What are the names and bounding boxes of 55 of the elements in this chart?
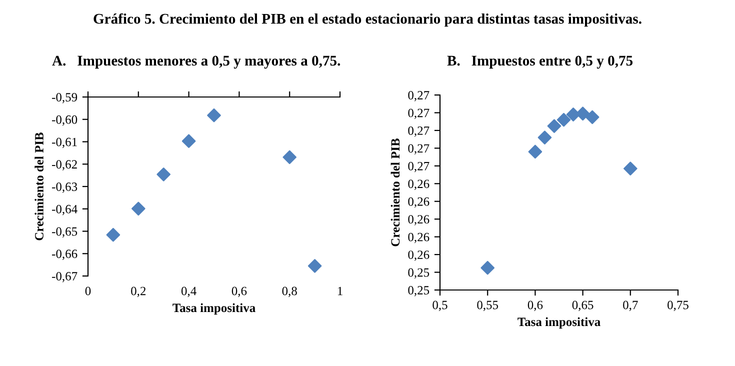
y-tick-label: 0,27 — [408, 162, 430, 172]
x-tick-label: 0,65 — [572, 300, 594, 312]
y-tick-label: 0,26 — [408, 197, 430, 208]
x-tick-label: 0,55 — [477, 300, 498, 312]
y-tick-label: -0,63 — [52, 182, 78, 193]
point — [182, 134, 196, 148]
y-tick-label: 0,26 — [408, 215, 430, 226]
x-tick-label: 1 — [338, 286, 342, 296]
y-tick-label: -0,61 — [52, 138, 77, 148]
point — [585, 110, 600, 124]
chart-title: Gráfico 5. Crecimiento del PIB en el estado estacionario para distintas tasas impositivas. — [94, 13, 642, 27]
y-tick-label: 0,25 — [408, 286, 430, 296]
x-tick-label: 0,2 — [131, 286, 146, 298]
point — [528, 144, 542, 159]
y-axis-title: Crecimiento del PIB — [390, 138, 400, 246]
x-tick-label: 0,75 — [668, 300, 688, 312]
y-tick-label: 0,27 — [408, 126, 430, 137]
y-tick-label: -0,60 — [52, 115, 78, 126]
point — [547, 119, 562, 133]
x-tick-label: 0,7 — [623, 300, 638, 312]
y-tick-label: -0,62 — [52, 160, 77, 170]
y-tick-label: -0,66 — [52, 250, 78, 260]
x-axis-title: Tasa impositiva — [518, 317, 600, 329]
point — [308, 259, 322, 273]
y-tick-label: 0,27 — [408, 91, 430, 102]
x-tick-label: 0,6 — [232, 286, 247, 298]
point — [156, 168, 171, 182]
point — [106, 228, 120, 242]
point — [131, 202, 146, 216]
y-tick-label: 0,27 — [408, 144, 430, 154]
y-tick-label: -0,64 — [52, 204, 78, 216]
point — [538, 130, 552, 144]
x-axis-title: Tasa impositiva — [172, 303, 256, 315]
y-axis-title: Crecimiento del PIB — [34, 132, 44, 240]
point — [480, 260, 495, 275]
y-tick-label: 0,25 — [408, 268, 430, 279]
y-tick-label: -0,59 — [52, 93, 78, 104]
point — [556, 112, 571, 127]
point — [623, 162, 638, 176]
chart-subtitle: B. Impuestos entre 0,5 y 0,75 — [447, 56, 633, 69]
x-tick-label: 0,4 — [181, 286, 196, 298]
chart-subtitle: A. Impuestos menores a 0,5 y mayores a 0,75. — [52, 56, 340, 69]
y-tick-label: 0,26 — [408, 180, 430, 190]
x-tick-label: 0 — [85, 286, 91, 296]
x-tick-label: 0,5 — [432, 300, 448, 312]
y-tick-label: -0,67 — [52, 272, 78, 282]
x-tick-label: 0,8 — [282, 286, 297, 298]
x-tick-label: 0,6 — [528, 300, 543, 312]
y-tick-label: 0,27 — [408, 108, 430, 119]
y-tick-label: 0,26 — [408, 232, 430, 244]
point — [282, 150, 297, 164]
point — [207, 108, 221, 122]
point — [576, 106, 590, 121]
y-tick-label: -0,65 — [52, 227, 78, 238]
y-tick-label: 0,26 — [408, 250, 430, 261]
